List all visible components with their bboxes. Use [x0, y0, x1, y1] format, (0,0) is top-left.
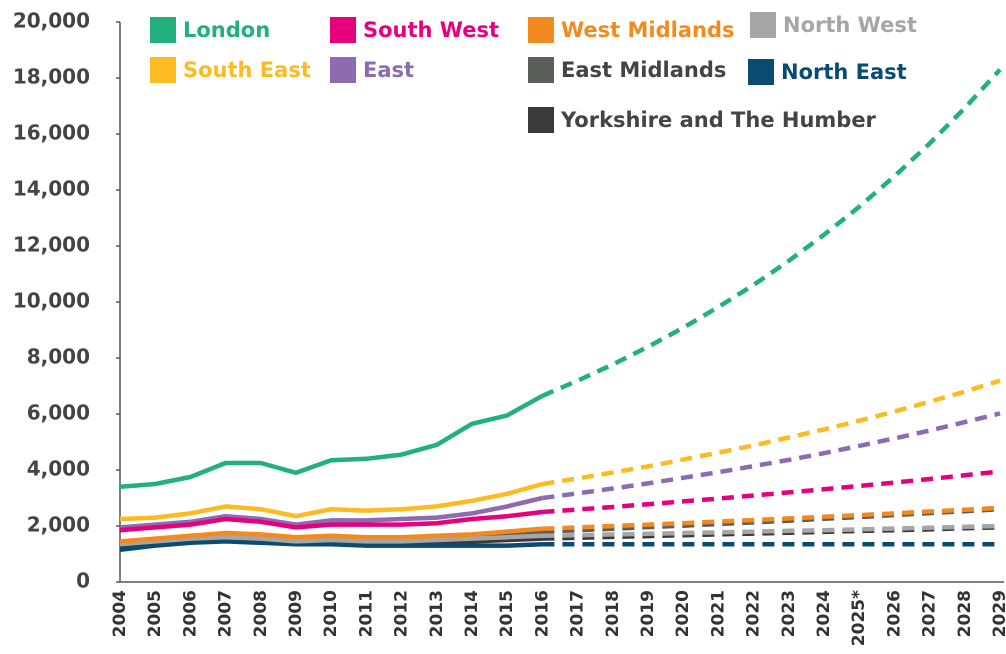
- line: [119, 495, 543, 530]
- y-tick-label: 0: [76, 569, 90, 593]
- x-tick-label: 2028: [955, 590, 975, 637]
- legend-label: East Midlands: [561, 58, 726, 82]
- line: [119, 393, 544, 490]
- projection-line: [542, 505, 1001, 532]
- x-tick-label: 2025*: [849, 590, 869, 646]
- y-tick-label: 2,000: [27, 513, 90, 537]
- y-tick-label: 16,000: [13, 121, 90, 145]
- x-tick-label: 2015: [497, 590, 517, 637]
- y-tick-label: 4,000: [27, 457, 90, 481]
- legend-label: East: [363, 58, 414, 82]
- x-tick-label: 2014: [462, 590, 482, 637]
- projection-line: [542, 411, 1001, 501]
- x-tick-label: 2024: [814, 590, 834, 637]
- line: [119, 533, 543, 547]
- y-tick-label: 14,000: [13, 177, 90, 201]
- line: [119, 526, 543, 544]
- x-tick-label: 2018: [603, 590, 623, 637]
- x-tick-label: 2023: [779, 590, 799, 637]
- y-tick-label: 12,000: [13, 233, 90, 257]
- y-tick-label: 6,000: [27, 401, 90, 425]
- x-tick-label: 2026: [884, 590, 904, 637]
- x-tick-label: 2013: [427, 590, 447, 637]
- line: [119, 509, 543, 533]
- x-tick-label: 2008: [251, 590, 271, 637]
- x-tick-label: 2007: [216, 590, 236, 637]
- legend-swatch: [750, 12, 776, 38]
- projection-line: [542, 523, 1001, 539]
- line: [119, 539, 543, 553]
- y-tick-label: 10,000: [13, 289, 90, 313]
- legend-swatch: [528, 17, 554, 43]
- x-tick-label: 2006: [180, 590, 200, 637]
- legend-swatch: [748, 59, 774, 85]
- legend-label: South West: [363, 18, 499, 42]
- legend-label: North West: [783, 13, 917, 37]
- legend-swatch: [150, 17, 176, 43]
- y-tick-label: 18,000: [13, 65, 90, 89]
- x-tick-label: 2012: [392, 590, 412, 637]
- x-tick-label: 2029: [990, 590, 1006, 637]
- x-tick-label: 2010: [321, 590, 341, 637]
- legend-swatch: [528, 57, 554, 83]
- y-tick-label: 20,000: [13, 9, 90, 33]
- x-tick-label: 2004: [110, 590, 130, 637]
- legend-label: London: [183, 18, 270, 42]
- x-tick-label: 2005: [145, 590, 165, 637]
- projection-line: [542, 378, 1001, 487]
- x-tick-label: 2020: [673, 590, 693, 637]
- legend-swatch: [330, 17, 356, 43]
- x-tick-label: 2017: [568, 590, 588, 637]
- x-tick-label: 2011: [356, 590, 376, 637]
- x-tick-label: 2009: [286, 590, 306, 637]
- legend-swatch: [150, 57, 176, 83]
- line: [119, 481, 544, 522]
- legend-swatch: [330, 57, 356, 83]
- y-tick-label: 8,000: [27, 345, 90, 369]
- legend-label: West Midlands: [561, 18, 735, 42]
- legend-swatch: [528, 107, 554, 133]
- x-tick-label: 2022: [744, 590, 764, 637]
- x-tick-label: 2019: [638, 590, 658, 637]
- legend-label: Yorkshire and The Humber: [560, 108, 877, 132]
- projection-line: [541, 68, 1002, 398]
- legend-label: South East: [183, 58, 311, 82]
- x-tick-label: 2027: [920, 590, 940, 637]
- legend-label: North East: [781, 60, 907, 84]
- x-tick-label: 2016: [532, 590, 552, 637]
- projection-line: [542, 469, 1001, 515]
- x-tick-label: 2021: [708, 590, 728, 637]
